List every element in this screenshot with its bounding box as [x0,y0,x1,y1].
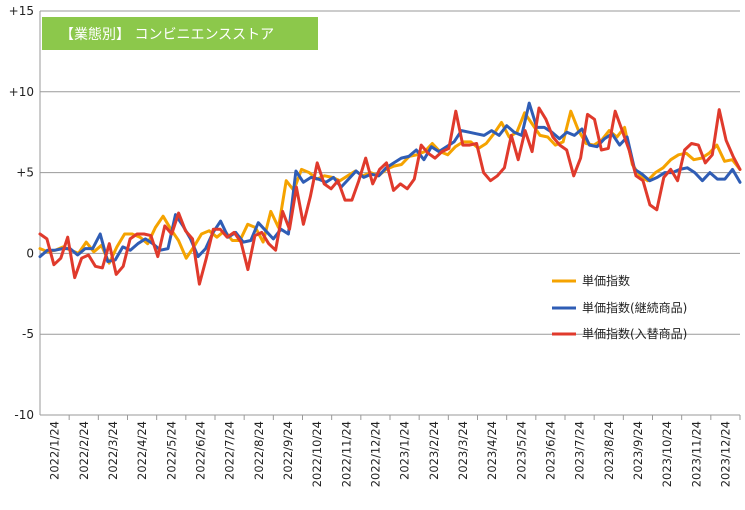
series-line-1 [38,101,742,263]
x-tick-label: 2022/5/24 [164,421,178,480]
x-tick-label: 2022/11/24 [339,421,353,487]
legend-label-2: 単価指数(入替商品) [582,326,687,341]
x-tick-label: 2023/1/24 [398,421,412,480]
series-lines [38,101,742,286]
x-tick-label: 2023/10/24 [660,421,674,487]
x-tick-label: 2022/12/24 [368,421,382,487]
gridlines [39,10,740,416]
x-tick-label: 2022/1/24 [48,421,62,480]
y-tick-label: +10 [9,85,34,99]
x-tick-label: 2022/9/24 [281,421,295,480]
x-tick-label: 2023/2/24 [427,421,441,480]
x-tick-label: 2022/3/24 [106,421,120,480]
legend-label-1: 単価指数(継続商品) [582,300,687,315]
x-tick-label: 2023/6/24 [543,421,557,480]
y-tick-label: -5 [22,327,34,341]
x-tick-label: 2023/12/24 [718,421,732,487]
x-tick-label: 2023/7/24 [573,421,587,480]
y-tick-label: -10 [14,408,34,422]
x-tick-label: 2022/6/24 [193,421,207,480]
x-tick-label: 2023/4/24 [485,421,499,480]
x-tick-label: 2023/8/24 [602,421,616,480]
series-line-2 [38,106,742,286]
x-tick-label: 2022/4/24 [135,421,149,480]
x-tick-label: 2023/9/24 [631,421,645,480]
x-tick-label: 2023/11/24 [689,421,703,487]
x-tick-label: 2022/8/24 [252,421,266,480]
y-axis-ticks: +15 +10 +5 0 -5 -10 [9,4,34,422]
legend: 単価指数 単価指数(継続商品) 単価指数(入替商品) [552,273,687,341]
x-tick-label: 2022/7/24 [223,421,237,480]
chart-title: 【業態別】 コンビニエンスストア [60,27,274,43]
x-tick-label: 2022/2/24 [77,421,91,480]
x-tick-label: 2022/10/24 [310,421,324,487]
legend-label-0: 単価指数 [582,273,630,288]
x-tick-label: 2023/3/24 [456,421,470,480]
x-tick-label: 2023/5/24 [514,421,528,480]
series-line-0 [38,109,742,265]
y-tick-label: +5 [16,166,34,180]
y-tick-label: +15 [9,4,34,18]
x-axis-ticks: 2022/1/24 2022/2/24 2022/3/24 2022/4/24 2022… [48,415,741,487]
y-tick-label: 0 [26,246,34,260]
title-box [42,17,318,50]
